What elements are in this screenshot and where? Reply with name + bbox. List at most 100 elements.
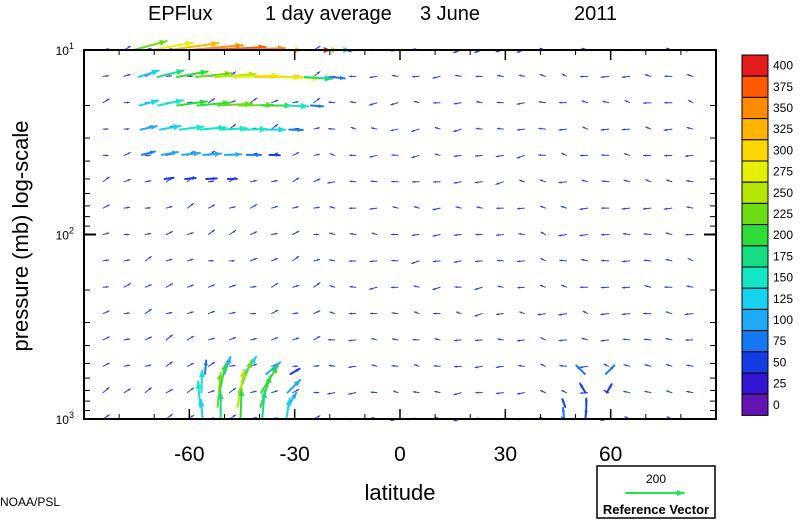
background-vector — [123, 233, 130, 236]
colorbar-label: 75 — [773, 334, 787, 348]
background-vector — [684, 312, 694, 316]
background-vector — [369, 154, 378, 158]
background-vector — [453, 154, 462, 158]
flux-vector — [198, 398, 205, 420]
background-vector — [292, 151, 300, 156]
background-vector — [250, 285, 257, 288]
background-vector — [165, 231, 174, 235]
background-vector — [495, 365, 504, 369]
background-vector — [686, 127, 694, 130]
reference-vector-box: 200 Reference Vector — [596, 465, 716, 519]
colorbar-swatch — [741, 118, 769, 141]
flux-vector — [585, 397, 588, 408]
background-vector — [102, 127, 109, 131]
background-vector — [327, 392, 336, 395]
background-vector — [665, 179, 673, 183]
background-vector — [144, 284, 152, 288]
background-vector — [621, 286, 631, 289]
background-vector — [496, 101, 504, 104]
background-vector — [581, 126, 589, 130]
background-vector — [663, 154, 673, 157]
background-vector — [476, 206, 483, 209]
background-vector — [329, 153, 336, 156]
background-vector — [540, 363, 546, 367]
background-vector — [413, 285, 420, 288]
flux-vector — [205, 176, 218, 181]
reference-arrow-shape — [625, 489, 685, 497]
background-vector — [392, 206, 399, 209]
background-vector — [579, 234, 589, 237]
background-vector — [686, 364, 694, 367]
colorbar-label: 300 — [773, 143, 793, 157]
background-vector — [165, 311, 173, 315]
background-vector — [186, 202, 195, 209]
flux-vector — [138, 99, 160, 107]
background-vector — [165, 283, 174, 288]
background-vector — [643, 232, 652, 236]
background-vector — [413, 364, 420, 367]
background-vector — [645, 179, 652, 183]
background-vector — [560, 205, 568, 209]
flux-vector — [241, 126, 268, 133]
colorbar-label: 150 — [773, 271, 793, 285]
flux-vector — [226, 177, 238, 181]
background-vector — [539, 73, 546, 77]
background-vector — [102, 387, 110, 394]
reference-value: 200 — [646, 472, 666, 486]
background-vector — [102, 336, 110, 341]
background-vector — [622, 232, 631, 236]
flux-vector — [203, 359, 208, 375]
flux-vector — [198, 369, 206, 394]
background-vector — [558, 339, 568, 342]
colorbar-label: 225 — [773, 207, 793, 221]
background-vector — [516, 392, 525, 395]
background-vector — [495, 313, 504, 316]
background-vector — [369, 286, 378, 290]
background-vector — [144, 256, 152, 262]
background-vector — [313, 258, 321, 262]
background-vector — [313, 153, 320, 156]
background-vector — [348, 365, 357, 369]
background-vector — [455, 311, 462, 315]
background-vector — [434, 153, 441, 156]
background-vector — [371, 338, 378, 341]
flux-vector — [288, 127, 304, 133]
background-vector — [392, 390, 399, 394]
background-vector — [496, 207, 504, 210]
background-vector — [432, 101, 441, 104]
background-vector — [250, 257, 258, 262]
background-vector — [623, 364, 631, 367]
background-vector — [432, 180, 441, 184]
reference-arrow — [625, 489, 685, 497]
flux-vector — [184, 176, 197, 181]
colorbar-swatch — [741, 287, 769, 310]
flux-vector — [202, 151, 223, 157]
background-vector — [292, 230, 300, 235]
background-vector — [495, 154, 504, 158]
x-tick-label: -60 — [174, 443, 204, 466]
flux-vector — [289, 367, 301, 375]
background-vector — [665, 311, 673, 315]
background-vector — [496, 127, 504, 130]
background-vector — [411, 233, 420, 237]
background-vector — [123, 312, 131, 315]
flux-vector — [140, 150, 156, 156]
background-vector — [561, 389, 568, 394]
background-vector — [207, 361, 216, 367]
background-vector — [391, 180, 399, 183]
background-vector — [313, 233, 320, 236]
background-vector — [560, 284, 568, 288]
background-vector — [516, 339, 525, 342]
x-axis-label: latitude — [365, 480, 436, 505]
flux-vector — [264, 126, 287, 133]
background-vector — [313, 364, 320, 368]
background-vector — [413, 311, 420, 315]
flux-vector — [218, 362, 228, 394]
background-vector — [313, 282, 321, 288]
background-vector — [165, 334, 173, 341]
background-vector — [313, 97, 321, 104]
background-vector — [453, 128, 462, 133]
background-vector — [474, 260, 483, 263]
background-vector — [369, 260, 378, 263]
flux-vector — [132, 39, 168, 51]
